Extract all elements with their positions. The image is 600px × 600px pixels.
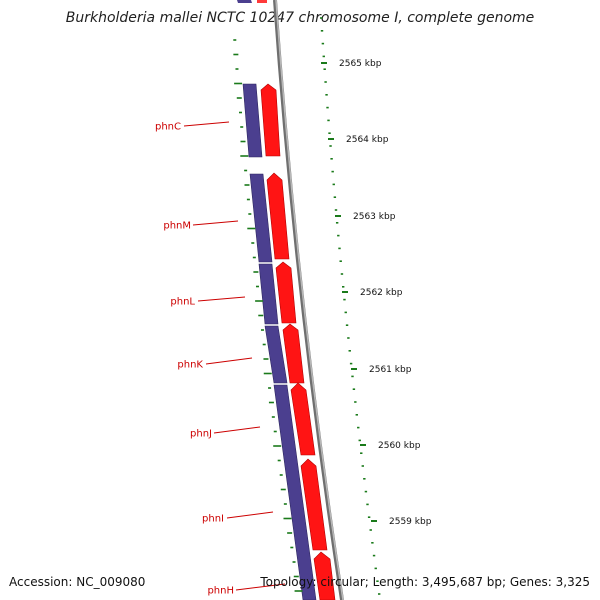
gene-label-leader	[226, 511, 274, 519]
gene-feature-phnJ	[290, 382, 316, 456]
cds-track	[242, 83, 317, 600]
gene-label-leader	[183, 121, 230, 127]
backbone-ring-highlight	[275, 0, 344, 600]
tick-label: 2565 kbp	[339, 59, 382, 69]
backbone-ring	[273, 0, 344, 600]
gc-skew-outer-track	[319, 17, 381, 595]
tick-label: 2561 kbp	[369, 365, 412, 375]
gene-labels: phnC phnM phnL phnK phnJ phnI phnH	[155, 121, 286, 597]
gene-label-leader	[205, 357, 253, 365]
gene-feature-phnK	[282, 323, 305, 384]
gene-label-leader	[213, 426, 261, 434]
gene-label-leader	[235, 583, 286, 591]
cds-feature-phnJIH	[273, 384, 317, 600]
cds-feature-top	[237, 0, 252, 3]
tick-label: 2564 kbp	[346, 135, 389, 145]
cds-feature-phnL	[258, 263, 279, 325]
gene-label-phnL: phnL	[170, 297, 195, 308]
gene-label-phnK: phnK	[177, 360, 203, 371]
gene-label-phnI: phnI	[202, 514, 224, 525]
gene-label-phnJ: phnJ	[190, 429, 212, 440]
cds-feature-phnK	[264, 325, 288, 384]
gene-feature-phnL	[275, 261, 297, 324]
topology-summary: Topology: circular; Length: 3,495,687 bp…	[260, 575, 590, 589]
gene-label-leader	[197, 296, 246, 302]
gene-track	[260, 83, 336, 600]
gene-label-phnC: phnC	[155, 122, 181, 133]
gc-skew-inner-track	[233, 39, 303, 592]
gene-feature-phnM	[266, 172, 290, 260]
gene-feature-phnI	[300, 458, 328, 551]
gene-feature-top	[257, 0, 267, 3]
gene-label-phnH: phnH	[207, 586, 234, 597]
gene-label-leader	[192, 220, 239, 226]
gene-label-phnM: phnM	[163, 221, 191, 232]
tick-label: 2563 kbp	[353, 212, 396, 222]
tick-label: 2562 kbp	[360, 288, 403, 298]
tick-label: 2560 kbp	[378, 441, 421, 451]
scale-ticks: 2565 kbp 2564 kbp 2563 kbp 2562 kbp 2561 kbp…	[321, 59, 432, 527]
tick-label: 2559 kbp	[389, 517, 432, 527]
map-title: Burkholderia mallei NCTC 10247 chromosom…	[65, 10, 535, 26]
gene-feature-phnC	[260, 83, 281, 157]
accession-text: Accession: NC_009080	[9, 575, 146, 589]
cds-feature-phnM	[249, 173, 273, 263]
gene-feature-phnH	[313, 551, 336, 600]
cds-feature-phnC	[242, 83, 263, 158]
